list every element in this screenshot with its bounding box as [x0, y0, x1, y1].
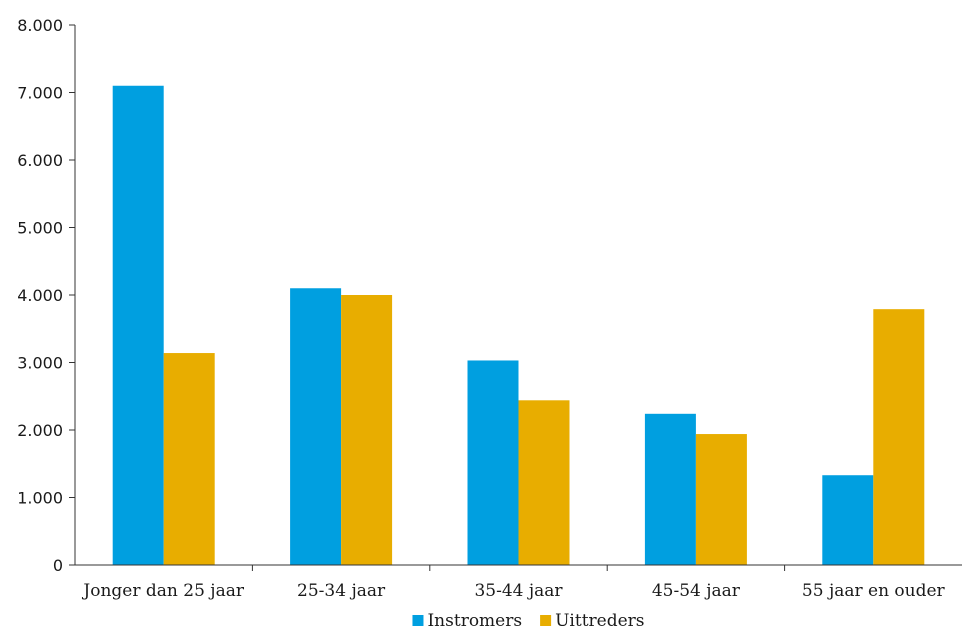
legend-label-uittreders: Uittreders [555, 611, 644, 631]
y-tick-label: 0 [53, 556, 63, 575]
y-tick-label: 2.000 [17, 421, 63, 440]
x-category-label: Jonger dan 25 jaar [81, 581, 244, 601]
bar-instromers-4 [644, 413, 696, 565]
y-tick-label: 4.000 [17, 286, 63, 305]
legend-swatch-uittreders [540, 615, 552, 626]
x-category-label: 55 jaar en ouder [802, 581, 946, 601]
y-tick-label: 7.000 [17, 84, 63, 103]
x-axis: Jonger dan 25 jaar 25-34 jaar 35-44 jaar 45… [75, 564, 962, 601]
y-tick-label: 1.000 [17, 489, 63, 508]
bar-uittreders-2 [341, 295, 393, 565]
y-tick-label: 5.000 [17, 219, 63, 238]
y-tick-label: 3.000 [17, 354, 63, 373]
y-tick-label: 8.000 [17, 16, 63, 35]
y-tick-label: 6.000 [17, 151, 63, 170]
bar-instromers-3 [467, 360, 519, 565]
x-category-label: 25-34 jaar [297, 581, 386, 601]
bar-uittreders-3 [518, 400, 570, 565]
bar-uittreders-4 [695, 434, 747, 565]
bar-instromers-1 [112, 85, 164, 565]
legend: Instromers Uittreders [412, 611, 645, 631]
x-category-label: 45-54 jaar [652, 581, 741, 601]
x-category-label: 35-44 jaar [474, 581, 563, 601]
legend-label-instromers: Instromers [427, 611, 522, 631]
bars [112, 85, 925, 565]
y-axis: 0 1.000 2.000 3.000 4.000 5.000 6.000 7.000 8.00… [17, 16, 76, 575]
legend-swatch-instromers [412, 615, 424, 626]
bar-instromers-2 [290, 288, 342, 565]
bar-uittreders-5 [873, 309, 925, 565]
bar-uittreders-1 [163, 353, 215, 565]
bar-instromers-5 [822, 475, 874, 565]
